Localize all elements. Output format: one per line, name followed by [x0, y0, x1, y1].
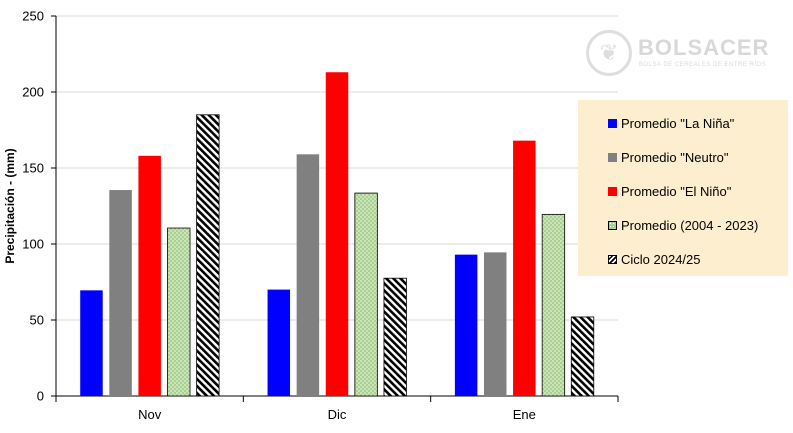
y-axis-label: Precipitación - (mm)	[3, 148, 17, 263]
bar-ene-series-3	[513, 140, 536, 396]
x-tick-label: Nov	[138, 407, 162, 422]
legend-label: Promedio "La Niña"	[621, 115, 735, 131]
legend-item: Promedio "La Niña"	[608, 106, 788, 140]
bar-nov-series-5	[196, 114, 220, 397]
legend-item: Promedio (2004 - 2023)	[608, 208, 788, 242]
logo-name: BOLSACER	[638, 35, 770, 60]
y-tick-label: 150	[22, 161, 44, 176]
bar-nov-series-1	[80, 290, 103, 396]
logo-subtitle: BOLSA DE CEREALES DE ENTRE RÍOS	[639, 62, 767, 68]
bar-ene-series-2	[483, 252, 507, 396]
legend-item: Ciclo 2024/25	[608, 242, 788, 276]
bar-nov-series-4	[167, 227, 191, 397]
wheat-emblem-icon: ❦	[586, 30, 632, 76]
legend-swatch	[608, 118, 617, 128]
x-tick-label: Dic	[328, 407, 347, 422]
bar-ene-series-5	[570, 316, 595, 397]
bar-dic-series-4	[354, 192, 378, 397]
y-tick-label: 100	[22, 237, 44, 252]
legend-swatch	[608, 254, 617, 264]
y-tick-label: 200	[22, 85, 44, 100]
legend-label: Promedio "Neutro"	[621, 149, 729, 165]
bar-nov-series-3	[138, 155, 161, 396]
legend-swatch	[608, 152, 617, 162]
legend-label: Promedio (2004 - 2023)	[621, 217, 759, 233]
y-tick-label: 50	[30, 313, 44, 328]
bars	[80, 72, 595, 397]
bar-dic-series-3	[325, 72, 349, 397]
bar-ene-series-4	[541, 213, 566, 397]
legend-label: Ciclo 2024/25	[621, 251, 701, 267]
chart-legend: Promedio "La Niña" Promedio "Neutro" Prome…	[578, 100, 788, 276]
bar-dic-series-1	[267, 289, 291, 396]
bar-nov-series-2	[109, 190, 132, 396]
y-tick-label: 250	[22, 9, 44, 24]
y-tick-label: 0	[37, 389, 44, 404]
legend-swatch	[608, 220, 617, 230]
bar-ene-series-1	[454, 254, 478, 396]
legend-label: Promedio "El Niño"	[621, 183, 732, 199]
x-tick-label: Ene	[513, 407, 536, 422]
tick-labels: 0 50 100 150 200 250 Nov Dic Ene	[22, 9, 536, 423]
legend-swatch	[608, 186, 617, 196]
legend-item: Promedio "El Niño"	[608, 174, 788, 208]
bar-dic-series-5	[383, 277, 407, 397]
bar-dic-series-2	[296, 154, 320, 396]
legend-item: Promedio "Neutro"	[608, 140, 788, 174]
